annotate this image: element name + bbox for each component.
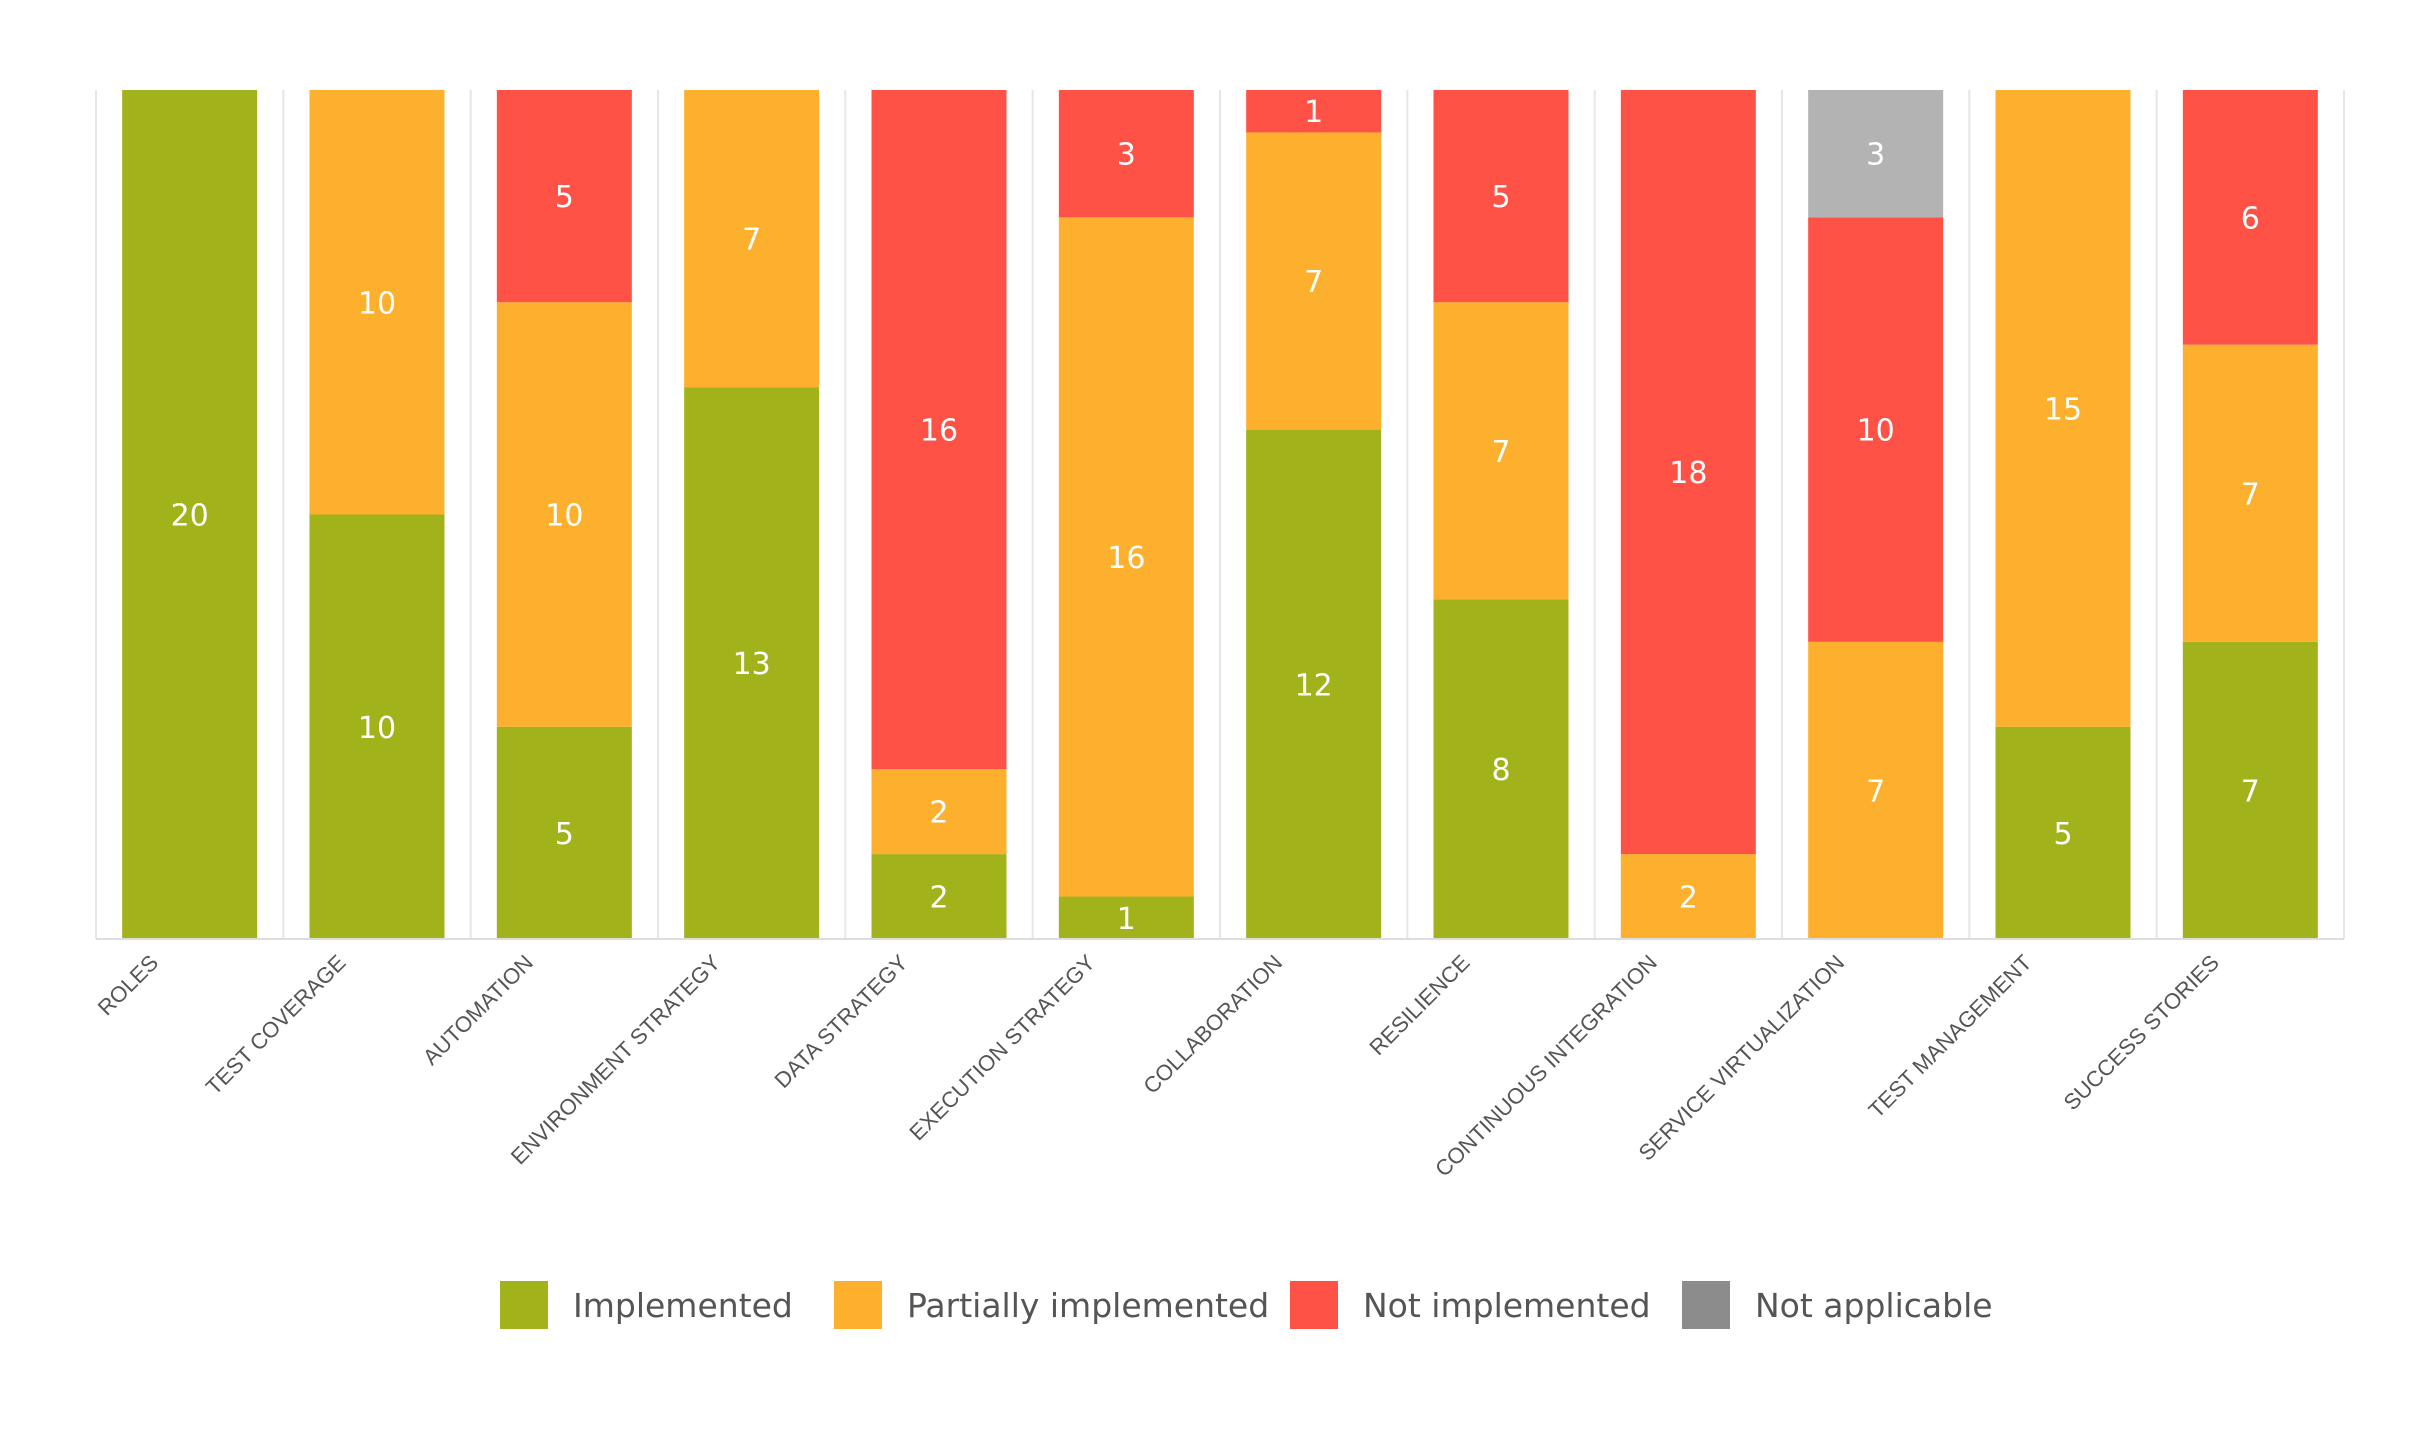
bar-continuous-integration-not-implemented[interactable] [1620, 90, 1756, 855]
bar-success-stories-partially-implemented[interactable] [2182, 344, 2318, 642]
bar-test-coverage-implemented[interactable] [309, 514, 445, 940]
bar-service-virtualization-not-applicable-value-label: 3 [1866, 138, 1885, 173]
bar-automation-implemented-value-label: 5 [555, 817, 574, 852]
bar-continuous-integration-partially-implemented-value-label: 2 [1679, 881, 1698, 916]
bar-execution-strategy-implemented-value-label: 1 [1117, 902, 1136, 937]
bar-execution-strategy-not-implemented-value-label: 3 [1117, 138, 1136, 173]
bar-collaboration-partially-implemented[interactable] [1246, 132, 1382, 430]
legend-label-not-implemented[interactable]: Not implemented [1363, 1286, 1651, 1325]
x-axis-tick-labels: ROLES TEST COVERAGE AUTOMATIONENVIRONMENT … [93, 950, 2224, 1182]
bar-service-virtualization-partially-implemented-value-label: 7 [1866, 774, 1885, 809]
bar-continuous-integration-partially-implemented[interactable] [1620, 854, 1756, 939]
bar-resilience-not-implemented-value-label: 5 [1491, 180, 1510, 215]
bar-roles-implemented[interactable] [122, 90, 258, 939]
legend-label-partially-implemented[interactable]: Partially implemented [907, 1286, 1269, 1325]
bars: 2010105105137221611631271875218710351577… [122, 90, 2318, 939]
legend: Implemented Partially implemented Not impl… [500, 1281, 1993, 1329]
bar-service-virtualization-not-implemented[interactable] [1808, 217, 1944, 642]
bar-test-coverage-implemented-value-label: 10 [358, 711, 396, 746]
bar-test-coverage-partially-implemented-value-label: 10 [358, 286, 396, 321]
x-tick-label-service-virtualization: SERVICE VIRTUALIZATION [1634, 950, 1850, 1166]
bar-data-strategy-implemented[interactable] [871, 854, 1007, 939]
bar-service-virtualization-not-implemented-value-label: 10 [1857, 414, 1895, 449]
bar-automation-not-implemented-value-label: 5 [555, 180, 574, 215]
legend-marker-not-applicable[interactable] [1682, 1281, 1730, 1329]
bar-data-strategy-not-implemented[interactable] [871, 90, 1007, 770]
bar-collaboration-implemented-value-label: 12 [1295, 668, 1333, 703]
bar-test-management-partially-implemented[interactable] [1995, 90, 2131, 727]
bar-data-strategy-not-implemented-value-label: 16 [920, 414, 958, 449]
bar-environment-strategy-implemented-value-label: 13 [733, 647, 771, 682]
bar-collaboration-not-implemented[interactable] [1246, 90, 1382, 133]
bar-resilience-implemented[interactable] [1433, 599, 1569, 939]
bar-automation-partially-implemented[interactable] [496, 302, 632, 727]
x-tick-label-resilience: RESILIENCE [1364, 950, 1474, 1060]
legend-label-implemented[interactable]: Implemented [573, 1286, 793, 1325]
bar-automation-partially-implemented-value-label: 10 [545, 499, 583, 534]
bar-service-virtualization-not-applicable[interactable] [1808, 90, 1944, 218]
bar-test-coverage-partially-implemented[interactable] [309, 90, 445, 515]
bar-data-strategy-partially-implemented-value-label: 2 [929, 796, 948, 831]
bar-test-management-partially-implemented-value-label: 15 [2044, 392, 2082, 427]
bar-data-strategy-implemented-value-label: 2 [929, 881, 948, 916]
bar-roles-implemented-value-label: 20 [171, 499, 209, 534]
x-tick-label-test-management: TEST MANAGEMENT [1864, 950, 2037, 1123]
bar-collaboration-implemented[interactable] [1246, 429, 1382, 939]
bar-resilience-partially-implemented[interactable] [1433, 302, 1569, 600]
bar-resilience-partially-implemented-value-label: 7 [1491, 435, 1510, 470]
x-tick-label-test-coverage: TEST COVERAGE [201, 950, 351, 1100]
bar-resilience-not-implemented[interactable] [1433, 90, 1569, 303]
x-tick-label-continuous-integration: CONTINUOUS INTEGRATION [1430, 950, 1662, 1182]
bar-collaboration-partially-implemented-value-label: 7 [1304, 265, 1323, 300]
bar-continuous-integration-not-implemented-value-label: 18 [1669, 456, 1707, 491]
bar-execution-strategy-partially-implemented[interactable] [1058, 217, 1194, 897]
bar-execution-strategy-partially-implemented-value-label: 16 [1107, 541, 1145, 576]
x-tick-label-data-strategy: DATA STRATEGY [770, 950, 913, 1093]
bar-success-stories-implemented-value-label: 7 [2241, 774, 2260, 809]
bar-success-stories-implemented[interactable] [2182, 641, 2318, 939]
bar-resilience-implemented-value-label: 8 [1491, 753, 1510, 788]
bar-environment-strategy-implemented[interactable] [684, 387, 820, 939]
legend-label-not-applicable[interactable]: Not applicable [1755, 1286, 1993, 1325]
legend-marker-implemented[interactable] [500, 1281, 548, 1329]
category-dividers [95, 90, 2345, 939]
bar-service-virtualization-partially-implemented[interactable] [1808, 641, 1944, 939]
x-tick-label-roles: ROLES [93, 950, 163, 1020]
legend-marker-partially-implemented[interactable] [834, 1281, 882, 1329]
bar-environment-strategy-partially-implemented[interactable] [684, 90, 820, 388]
bar-environment-strategy-partially-implemented-value-label: 7 [742, 223, 761, 258]
x-tick-label-execution-strategy: EXECUTION STRATEGY [904, 950, 1100, 1146]
bar-execution-strategy-implemented[interactable] [1058, 896, 1194, 939]
bar-data-strategy-partially-implemented[interactable] [871, 769, 1007, 855]
x-tick-label-collaboration: COLLABORATION [1138, 950, 1287, 1099]
bar-success-stories-not-implemented[interactable] [2182, 90, 2318, 345]
bar-collaboration-not-implemented-value-label: 1 [1304, 95, 1323, 130]
bar-automation-implemented[interactable] [496, 726, 632, 939]
legend-marker-not-implemented[interactable] [1290, 1281, 1338, 1329]
x-tick-label-automation: AUTOMATION [418, 950, 538, 1070]
bar-success-stories-not-implemented-value-label: 6 [2241, 201, 2260, 236]
x-tick-label-success-stories: SUCCESS STORIES [2059, 950, 2224, 1115]
bar-automation-not-implemented[interactable] [496, 90, 632, 303]
bar-execution-strategy-not-implemented[interactable] [1058, 90, 1194, 218]
bar-success-stories-partially-implemented-value-label: 7 [2241, 477, 2260, 512]
bar-test-management-implemented-value-label: 5 [2053, 817, 2072, 852]
x-tick-label-environment-strategy: ENVIRONMENT STRATEGY [506, 950, 726, 1170]
bar-test-management-implemented[interactable] [1995, 726, 2131, 939]
